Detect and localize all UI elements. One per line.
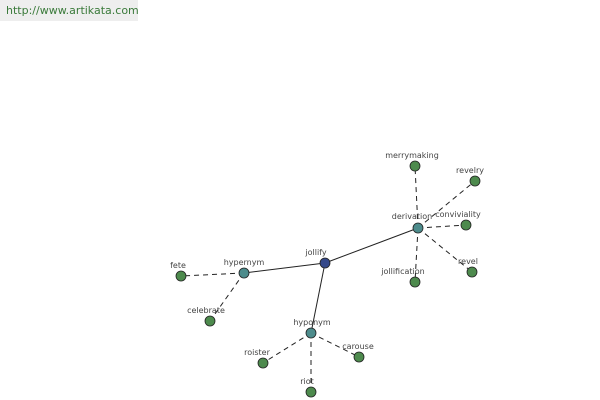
- node[interactable]: [305, 327, 317, 339]
- node[interactable]: [412, 222, 424, 234]
- nodes: [175, 160, 481, 398]
- node-label[interactable]: revelry: [456, 166, 484, 175]
- node[interactable]: [353, 351, 365, 363]
- node-label[interactable]: roister: [244, 348, 270, 357]
- node[interactable]: [469, 175, 481, 187]
- edge: [417, 180, 476, 229]
- node[interactable]: [409, 276, 421, 288]
- node[interactable]: [204, 315, 216, 327]
- node[interactable]: [257, 357, 269, 369]
- edge: [417, 224, 467, 229]
- node-label[interactable]: fete: [170, 261, 186, 270]
- node[interactable]: [238, 267, 250, 279]
- header-url[interactable]: http://www.artikata.com: [0, 0, 139, 21]
- edge: [310, 262, 326, 334]
- node[interactable]: [305, 386, 317, 398]
- node-label[interactable]: riot: [300, 377, 314, 386]
- edge: [180, 272, 245, 277]
- node[interactable]: [319, 257, 331, 269]
- node-label[interactable]: jollification: [380, 267, 424, 276]
- labels: jollify hypernym hyponym derivation fete…: [170, 151, 484, 386]
- node-label[interactable]: merrymaking: [385, 151, 439, 160]
- node[interactable]: [409, 160, 421, 172]
- edge: [209, 272, 245, 322]
- edge: [414, 165, 419, 229]
- edges: [180, 165, 476, 392]
- edge: [324, 227, 419, 264]
- node-label[interactable]: hypernym: [224, 258, 265, 267]
- edge: [414, 227, 419, 283]
- node-label[interactable]: conviviality: [435, 210, 481, 219]
- edge: [243, 262, 326, 274]
- node[interactable]: [466, 266, 478, 278]
- node[interactable]: [175, 270, 187, 282]
- edge: [417, 227, 473, 273]
- node-label[interactable]: hyponym: [293, 318, 331, 327]
- node-label[interactable]: derivation: [392, 212, 432, 221]
- node-label[interactable]: carouse: [342, 342, 374, 351]
- edge: [262, 332, 312, 364]
- node-label[interactable]: revel: [458, 257, 478, 266]
- node-label[interactable]: celebrate: [187, 306, 225, 315]
- node-label[interactable]: jollify: [304, 248, 326, 257]
- node[interactable]: [460, 219, 472, 231]
